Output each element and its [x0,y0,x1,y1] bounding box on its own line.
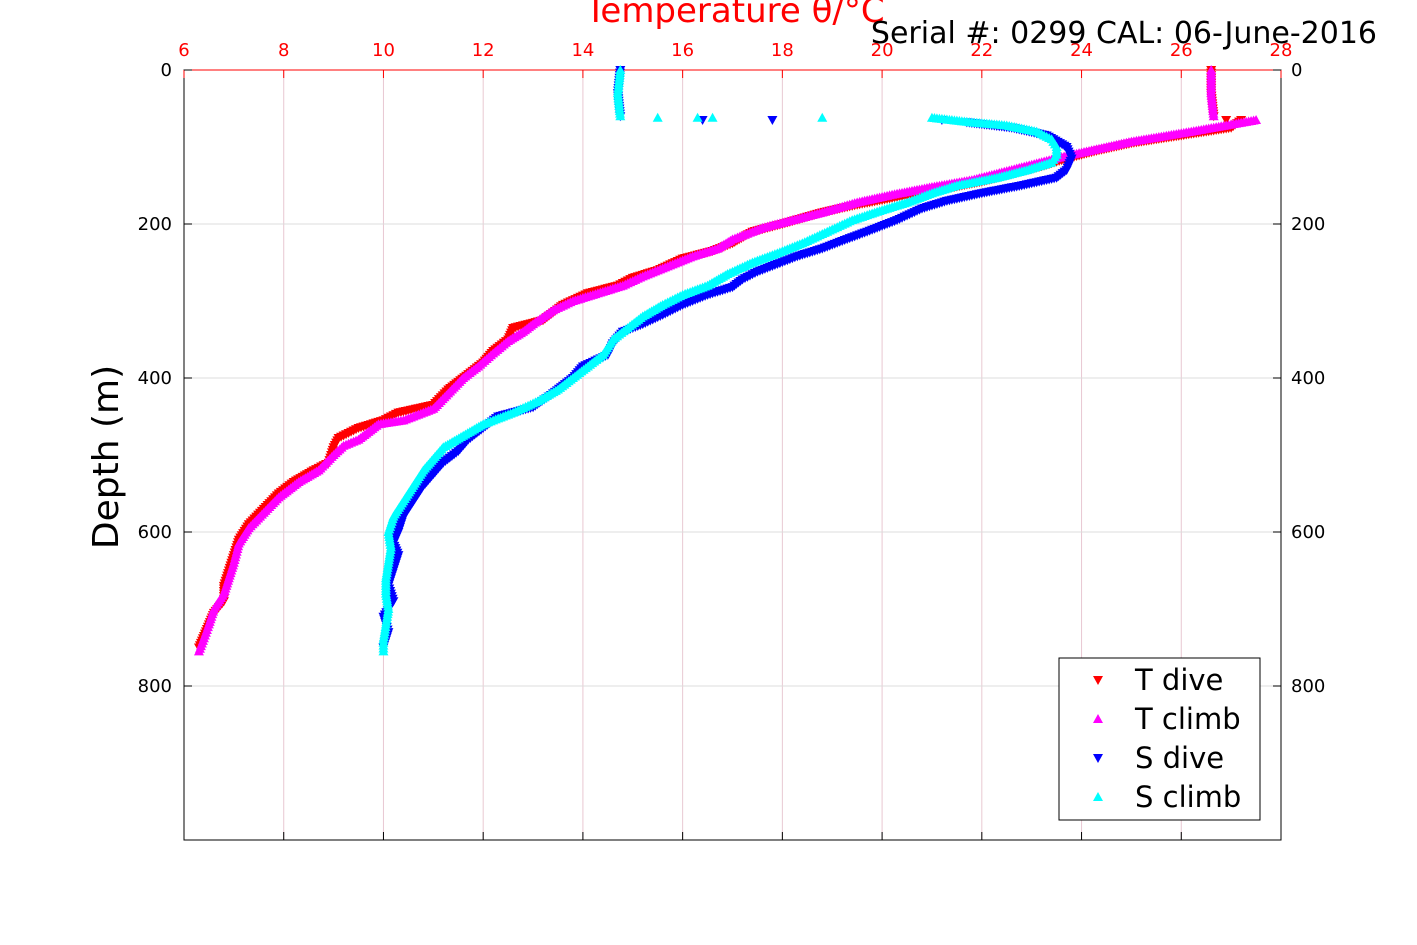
x-axis-title: Temperature θ/°C [584,0,884,31]
x-tick-label: 16 [671,40,694,61]
legend: T dive T climb S dive S climb [1058,657,1261,821]
legend-marker [1093,714,1103,723]
series-s-climb [378,65,1062,656]
x-tick-label: 28 [1270,40,1293,61]
y-tick-label-right: 0 [1291,60,1302,81]
data-point [692,112,703,122]
data-point [615,111,626,121]
y-tick-label-right: 800 [1291,676,1325,697]
data-point [817,112,828,122]
x-tick-label: 26 [1170,40,1193,61]
legend-box [1058,657,1261,821]
y-tick-label: 400 [138,368,172,389]
x-tick-label: 14 [571,40,594,61]
y-tick-label: 200 [138,214,172,235]
legend-label: S climb [1135,780,1241,814]
data-point [767,116,778,126]
serial-annotation: Serial #: 0299 CAL: 06-June-2016 [871,16,1377,51]
x-tick-label: 20 [871,40,894,61]
data-point [378,646,389,656]
y-tick-label: 800 [138,676,172,697]
legend-marker [1093,754,1103,763]
x-tick-label: 24 [1070,40,1093,61]
data-marks [193,65,1262,656]
data-point [652,112,663,122]
y-tick-label-right: 200 [1291,214,1325,235]
x-tick-label: 18 [771,40,794,61]
y-tick-label: 600 [138,522,172,543]
y-tick-label-right: 600 [1291,522,1325,543]
y-tick-label: 0 [161,60,172,81]
y-axis-label: Depth (m) [86,365,127,549]
x-tick-label: 6 [178,40,189,61]
legend-marker [1093,792,1103,801]
data-point [1208,111,1219,121]
legend-label: T dive [1134,663,1223,697]
x-tick-label: 12 [472,40,495,61]
x-tick-label: 8 [278,40,289,61]
y-tick-label-right: 400 [1291,368,1325,389]
legend-label: S dive [1135,741,1224,775]
x-tick-label: 22 [970,40,993,61]
data-point [707,112,718,122]
data-point [193,646,204,656]
legend-marker [1093,676,1103,685]
x-tick-label: 10 [372,40,395,61]
legend-label: T climb [1134,702,1241,736]
